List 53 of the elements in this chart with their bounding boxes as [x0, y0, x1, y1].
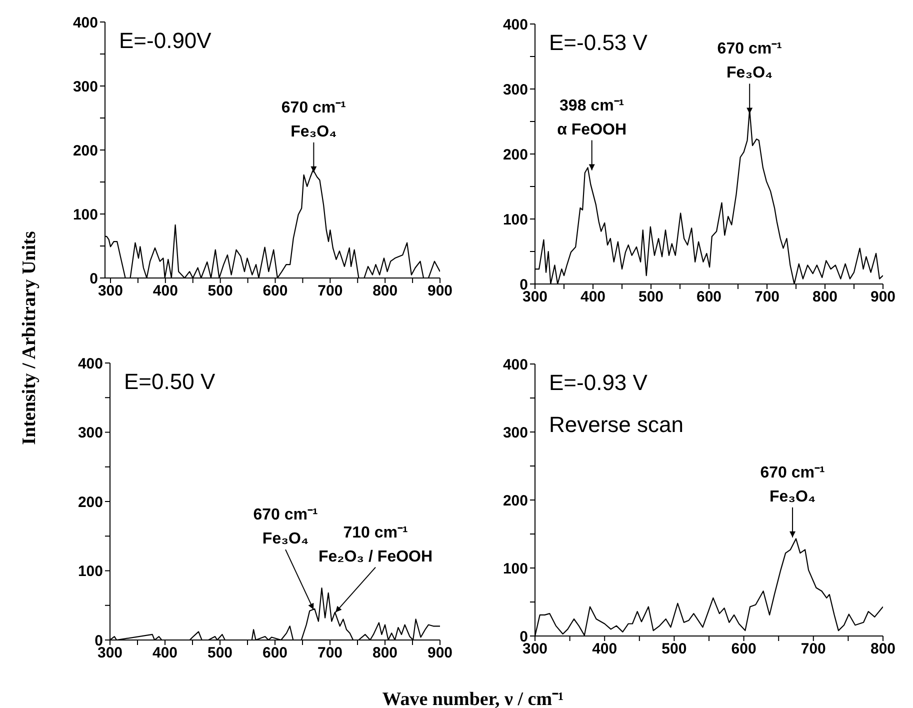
x-tick-label: 900 [427, 282, 453, 300]
x-tick-label: 800 [870, 640, 896, 658]
y-tick-label: 100 [502, 560, 528, 578]
x-tick-label: 600 [262, 644, 288, 662]
x-tick-label: 500 [638, 288, 664, 306]
x-axis-title: Wave number, ν / cm⁻¹ [382, 688, 564, 708]
annotation: 670 cm⁻¹ Fe₃O₄ [717, 40, 782, 82]
x-tick-label: 600 [731, 640, 756, 658]
x-tick-label: 900 [870, 288, 896, 306]
y-tick-label: 400 [72, 14, 98, 32]
annotation: 670 cm⁻¹ Fe₃O₄ [760, 464, 825, 506]
annotation: E=0.50 V [124, 369, 216, 394]
x-tick-label: 800 [372, 282, 398, 300]
y-tick-label: 200 [502, 492, 528, 510]
x-tick-label: 500 [207, 644, 233, 662]
x-tick-label: 400 [580, 288, 606, 306]
x-tick-label: 700 [318, 282, 343, 300]
x-tick-label: 500 [208, 282, 233, 300]
annotation: E=-0.90V [119, 28, 212, 53]
y-tick-label: 300 [72, 78, 98, 96]
x-tick-label: 900 [427, 644, 453, 662]
x-tick-label: 800 [812, 288, 838, 306]
y-tick-label: 300 [78, 424, 103, 442]
annotation: 710 cm⁻¹ Fe₂O₃ / FeOOH [318, 524, 433, 566]
x-tick-label: 600 [262, 282, 288, 300]
x-tick-label: 600 [696, 288, 722, 306]
x-tick-label: 700 [317, 644, 343, 662]
x-tick-label: 400 [152, 282, 178, 300]
y-tick-label: 100 [72, 206, 98, 224]
x-tick-label: 800 [372, 644, 398, 662]
annotation: 670 cm⁻¹ Fe₃O₄ [253, 506, 318, 548]
y-tick-label: 400 [502, 16, 528, 34]
y-tick-label: 200 [78, 494, 103, 511]
x-tick-label: 700 [754, 288, 780, 306]
annotation: E=-0.53 V [549, 30, 648, 55]
y-tick-label: 100 [502, 211, 528, 228]
annotation: Reverse scan [549, 412, 684, 437]
annotation: 670 cm⁻¹ Fe₃O₄ [281, 99, 346, 140]
y-tick-label: 300 [502, 424, 528, 442]
y-tick-label: 200 [502, 146, 528, 164]
annotation: E=-0.93 V [549, 370, 648, 395]
y-tick-label: 400 [78, 355, 103, 372]
x-tick-label: 400 [152, 644, 178, 662]
x-tick-label: 500 [662, 640, 687, 658]
y-tick-label: 100 [78, 563, 103, 580]
annotation: 398 cm⁻¹ α FeOOH [557, 97, 627, 138]
y-tick-label: 400 [502, 356, 528, 374]
y-tick-label: 200 [72, 142, 98, 160]
y-tick-label: 0 [90, 270, 98, 288]
x-tick-label: 700 [800, 640, 826, 658]
y-axis-title: Intensity / Arbitrary Units [19, 231, 41, 445]
x-tick-label: 400 [592, 640, 618, 658]
y-tick-label: 300 [502, 81, 528, 98]
